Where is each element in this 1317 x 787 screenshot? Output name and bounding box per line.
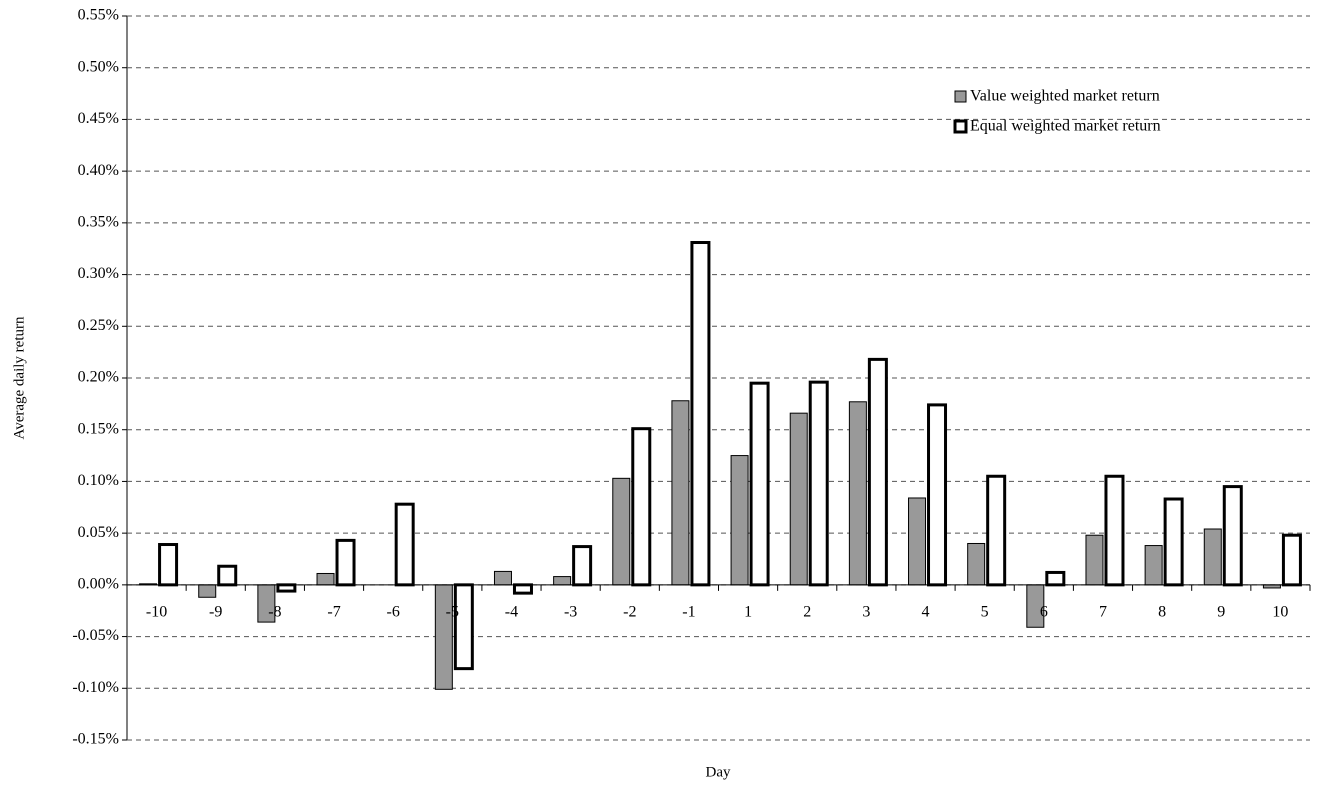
bar xyxy=(867,357,888,587)
legend-label: Value weighted market return xyxy=(970,88,1160,105)
bar xyxy=(1222,485,1243,587)
bar xyxy=(434,584,453,690)
y-tick-label: -0.15% xyxy=(72,731,119,748)
y-tick-label: 0.15% xyxy=(78,420,119,437)
bar xyxy=(690,241,711,587)
bar xyxy=(316,572,335,586)
x-axis-label: Day xyxy=(706,764,731,780)
y-axis-label: Average daily return xyxy=(11,316,27,439)
y-tick-label: 0.20% xyxy=(78,369,119,386)
y-tick-label: -0.10% xyxy=(72,679,119,696)
x-tick-label: 3 xyxy=(862,604,870,621)
x-tick-label: -1 xyxy=(682,604,695,621)
y-tick-label: 0.25% xyxy=(78,317,119,334)
bar xyxy=(1163,497,1184,587)
bar xyxy=(986,474,1007,587)
y-tick-label: 0.45% xyxy=(78,110,119,127)
x-tick-label: 8 xyxy=(1158,604,1166,621)
bar xyxy=(276,583,297,593)
bar xyxy=(572,545,593,587)
bar xyxy=(749,381,770,587)
bar xyxy=(1085,534,1104,586)
bar xyxy=(927,403,948,587)
x-tick-label: -8 xyxy=(268,604,281,621)
bar xyxy=(908,497,927,586)
legend-swatch xyxy=(954,90,967,103)
y-tick-label: 0.30% xyxy=(78,265,119,282)
bar xyxy=(1281,533,1302,587)
bar xyxy=(1104,474,1125,587)
x-tick-label: -2 xyxy=(623,604,636,621)
y-tick-label: -0.05% xyxy=(72,627,119,644)
bar xyxy=(1144,545,1163,586)
bar xyxy=(158,543,179,587)
x-tick-label: 10 xyxy=(1272,604,1288,621)
x-tick-label: 5 xyxy=(981,604,989,621)
bar xyxy=(671,400,690,586)
bar xyxy=(1045,570,1066,587)
x-tick-label: -10 xyxy=(146,604,167,621)
bar xyxy=(394,502,415,587)
bar xyxy=(848,401,867,586)
y-tick-label: 0.55% xyxy=(78,7,119,24)
bar xyxy=(1203,528,1222,586)
x-tick-label: 4 xyxy=(922,604,930,621)
bar xyxy=(789,412,808,586)
bar xyxy=(335,538,356,587)
y-tick-label: 0.50% xyxy=(78,58,119,75)
y-tick-label: 0.05% xyxy=(78,524,119,541)
x-tick-label: 1 xyxy=(744,604,752,621)
bar xyxy=(612,477,631,586)
x-tick-label: 7 xyxy=(1099,604,1107,621)
x-tick-label: 9 xyxy=(1217,604,1225,621)
x-tick-label: -5 xyxy=(446,604,459,621)
bar xyxy=(730,455,749,586)
x-tick-label: -3 xyxy=(564,604,577,621)
bar xyxy=(453,583,474,671)
x-tick-label: 6 xyxy=(1040,604,1048,621)
bar xyxy=(967,542,986,586)
y-tick-label: 0.10% xyxy=(78,472,119,489)
x-tick-label: 2 xyxy=(803,604,811,621)
legend-label: Equal weighted market return xyxy=(970,118,1161,135)
bar xyxy=(512,583,533,595)
x-tick-label: -6 xyxy=(387,604,400,621)
bar xyxy=(553,576,572,586)
y-tick-label: 0.00% xyxy=(78,576,119,593)
bar xyxy=(808,380,829,587)
x-tick-label: -9 xyxy=(209,604,222,621)
bar xyxy=(217,564,238,587)
bar xyxy=(198,584,217,598)
bar xyxy=(631,427,652,587)
y-tick-label: 0.40% xyxy=(78,162,119,179)
x-tick-label: -7 xyxy=(327,604,340,621)
x-tick-label: -4 xyxy=(505,604,518,621)
legend-swatch xyxy=(953,119,968,134)
bar xyxy=(493,570,512,586)
y-tick-label: 0.35% xyxy=(78,214,119,231)
